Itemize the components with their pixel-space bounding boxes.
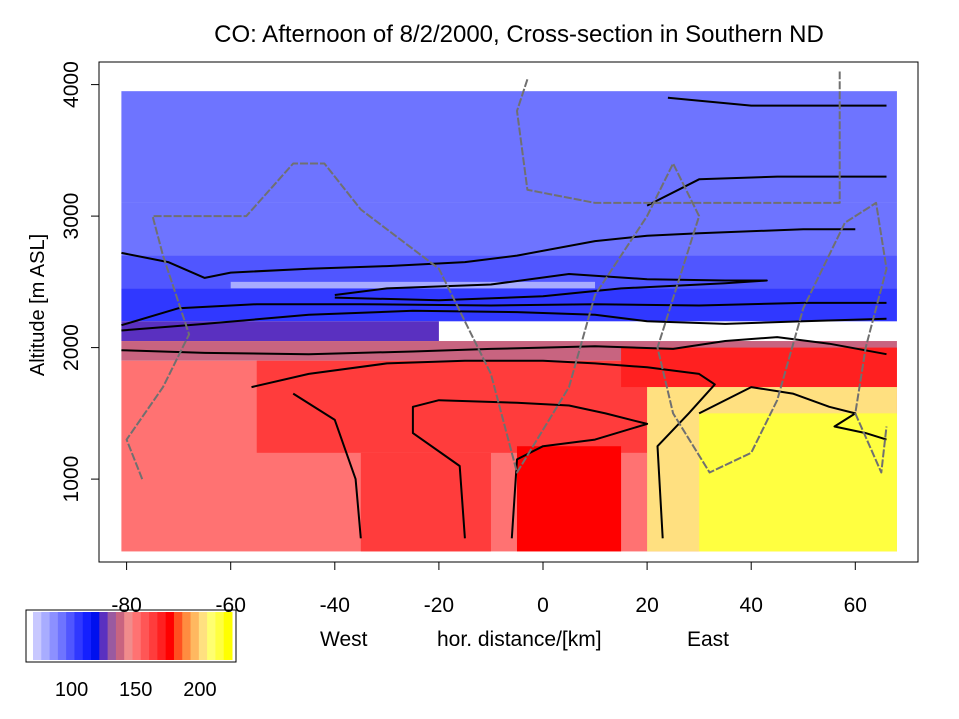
heatmap-cell-13 <box>699 413 897 552</box>
colorbar-swatch-12 <box>132 612 142 660</box>
contour-line-top-1 <box>646 175 887 207</box>
x-tick-label-7: 60 <box>844 594 867 617</box>
colorbar-swatch-4 <box>66 612 75 660</box>
heatmap-cell-1 <box>121 202 897 256</box>
colorbar-swatch-10 <box>115 612 125 660</box>
colorbar-swatch-13 <box>140 612 150 660</box>
contour-lines <box>121 96 887 539</box>
x-axis-label-west: West <box>320 628 368 651</box>
colorbar-swatch-2 <box>49 612 59 660</box>
y-tick-label-1: 2000 <box>60 324 83 371</box>
colorbar-swatch-0 <box>33 612 42 660</box>
contour-line-upper <box>121 228 856 279</box>
colorbar-swatch-19 <box>190 612 200 660</box>
contour-line-core2 <box>411 399 649 539</box>
colorbar-swatch-17 <box>173 612 183 660</box>
colorbar-swatch-11 <box>124 612 133 660</box>
colorbar-swatch-3 <box>57 612 67 660</box>
contour-line-plume <box>251 359 716 539</box>
colorbar-swatch-16 <box>165 612 175 660</box>
heatmap-cell-10 <box>516 446 622 552</box>
contour-line-mid-2 <box>121 301 887 327</box>
axes: -80 -60 -40 -20 0 20 40 60 1000 2000 3000 4000 <box>60 61 918 617</box>
x-tick-label-0: -80 <box>111 594 141 617</box>
colorbar-swatch-23 <box>223 612 233 660</box>
colorbar-tick-label-2: 200 <box>183 679 216 701</box>
heatmap-cell-5 <box>121 321 439 342</box>
x-tick-label-6: 40 <box>740 594 763 617</box>
colorbar-swatch-8 <box>99 612 109 660</box>
x-axis-label: hor. distance/[km] <box>437 628 602 651</box>
contour-line-lower <box>121 336 887 356</box>
colorbar-ticks: 100 150 200 <box>55 679 217 701</box>
chart-title: CO: Afternoon of 8/2/2000, Cross-section… <box>214 21 824 48</box>
colorbar-swatch-15 <box>157 612 167 660</box>
heatmap-cell-11 <box>621 347 897 388</box>
contour-line-mid-1 <box>121 309 887 332</box>
heatmap-cell-9 <box>360 452 491 552</box>
contour-line-core <box>292 392 362 539</box>
colorbar-swatch-14 <box>149 612 158 660</box>
colorbar-frame <box>25 609 237 663</box>
colorbar-swatches <box>33 612 233 660</box>
x-tick-label-4: 0 <box>537 594 549 617</box>
flight-tracks <box>125 71 888 480</box>
colorbar-tick-label-0: 100 <box>55 679 88 701</box>
x-tick-label-3: -20 <box>424 594 454 617</box>
flight-track-line-1 <box>125 162 888 480</box>
colorbar-swatch-20 <box>198 612 208 660</box>
plot-area <box>98 61 919 563</box>
colorbar-swatch-21 <box>207 612 216 660</box>
colorbar-swatch-5 <box>74 612 84 660</box>
contour-line-right <box>698 386 887 441</box>
heatmap-cell-0 <box>121 91 897 203</box>
colorbar-swatch-7 <box>91 612 100 660</box>
x-tick-label-1: -60 <box>216 594 246 617</box>
y-tick-label-2: 3000 <box>60 193 83 240</box>
colorbar-swatch-1 <box>41 612 51 660</box>
colorbar-swatch-9 <box>107 612 117 660</box>
y-axis-label: Altitude [m ASL] <box>27 234 49 376</box>
flight-track-line-2 <box>516 71 841 204</box>
colorbar-swatch-18 <box>182 612 192 660</box>
x-axis-label-east: East <box>687 628 729 651</box>
colorbar: 100 150 200 <box>25 609 237 701</box>
colorbar-swatch-6 <box>82 612 92 660</box>
contour-line-top-2 <box>667 96 887 107</box>
heatmap-cell-8 <box>256 360 648 453</box>
y-tick-label-0: 1000 <box>60 456 83 503</box>
contour-line-lens <box>334 273 768 302</box>
y-tick-label-3: 4000 <box>60 61 83 108</box>
x-tick-label-5: 20 <box>635 594 658 617</box>
x-tick-label-2: -40 <box>320 594 350 617</box>
colorbar-tick-label-1: 150 <box>119 679 152 701</box>
colorbar-swatch-22 <box>215 612 225 660</box>
